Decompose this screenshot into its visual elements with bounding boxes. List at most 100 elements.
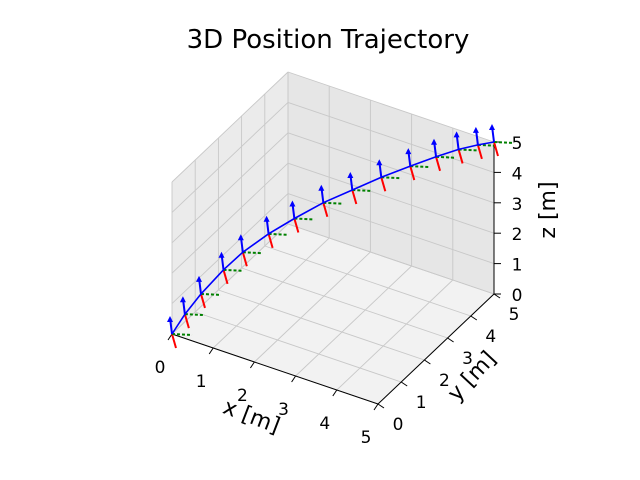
z-tick-label: 1 xyxy=(512,256,523,276)
grid-line xyxy=(171,223,289,335)
y-tick-label: 1 xyxy=(416,393,427,413)
z-tick-label: 5 xyxy=(512,134,523,154)
y-tick xyxy=(400,381,408,387)
frame-y-arrow xyxy=(242,251,263,255)
frame-x-arrow xyxy=(493,141,499,157)
grid-line xyxy=(171,193,289,304)
frame-y-arrow xyxy=(410,165,431,169)
y-tick xyxy=(493,293,501,299)
frame-z-arrowhead xyxy=(347,172,354,178)
frame-z-arrowhead xyxy=(318,184,325,191)
axis-edges xyxy=(171,142,495,405)
frame-z-arrowhead xyxy=(218,251,225,258)
frame-y-arrow xyxy=(171,333,193,336)
x-tick-label: 4 xyxy=(319,414,330,434)
grid-line xyxy=(287,162,495,234)
y-tick-label: 0 xyxy=(393,415,404,435)
chart-title: 3D Position Trajectory xyxy=(187,25,470,55)
x-tick-label: 1 xyxy=(196,372,207,392)
grid-line xyxy=(171,132,289,244)
y-tick-label: 3 xyxy=(462,349,473,369)
y-tick xyxy=(447,337,454,343)
frame-x-arrow xyxy=(476,144,483,160)
x-tick xyxy=(208,347,214,355)
grid-line xyxy=(171,162,289,274)
frame-z-arrowhead xyxy=(179,296,186,303)
orientation-frames xyxy=(167,124,515,349)
frame-x-arrow xyxy=(435,156,442,172)
y-axis-line xyxy=(377,293,495,405)
axis-panes xyxy=(172,72,494,404)
frame-x-arrow xyxy=(183,313,190,329)
frame-y-arrow xyxy=(458,148,479,152)
grid-line xyxy=(287,193,495,265)
frame-y-arrow xyxy=(435,155,457,159)
grid-line xyxy=(287,71,495,143)
frame-z-arrowhead xyxy=(405,148,412,155)
y-tick-label: 5 xyxy=(509,305,520,325)
frame-x-arrow xyxy=(351,189,358,205)
x-tick xyxy=(373,403,379,411)
grid-line xyxy=(171,71,289,183)
x-axis-label: x [m] xyxy=(219,395,283,439)
left-wall-pane xyxy=(172,72,288,334)
frame-z-arrowhead xyxy=(453,131,460,138)
grid-line xyxy=(254,251,371,363)
grid-line xyxy=(336,279,454,391)
frame-y-arrow xyxy=(323,201,344,205)
grid-line xyxy=(287,132,495,204)
frame-y-arrow xyxy=(381,176,402,180)
z-tick-label: 4 xyxy=(512,164,523,184)
grid-line xyxy=(264,245,471,317)
frame-y-arrow xyxy=(223,268,244,272)
frame-x-arrow xyxy=(171,333,177,349)
y-tick-label: 2 xyxy=(439,371,450,391)
x-tick xyxy=(249,361,255,369)
frame-z-arrowhead xyxy=(196,275,202,282)
z-tick-label: 2 xyxy=(512,225,523,245)
x-tick xyxy=(291,375,297,383)
frame-y-arrow xyxy=(294,217,315,221)
x-tick-label: 2 xyxy=(237,386,248,406)
y-tick xyxy=(377,403,385,409)
z-tick-label: 0 xyxy=(512,286,523,306)
grid-line xyxy=(195,311,402,383)
grid-line xyxy=(171,102,289,213)
trajectory-line xyxy=(171,141,495,335)
grid-line xyxy=(218,289,425,361)
frame-x-arrow xyxy=(293,218,300,233)
y-tick xyxy=(424,359,431,365)
grid-line xyxy=(287,101,495,173)
frame-y-arrow xyxy=(200,292,222,296)
frame-x-arrow xyxy=(457,149,464,164)
grid-line xyxy=(287,223,495,295)
frame-x-arrow xyxy=(409,165,416,181)
frame-x-arrow xyxy=(322,202,329,217)
grid-line xyxy=(212,237,330,349)
x-tick-label: 3 xyxy=(278,400,289,420)
frame-z-arrowhead xyxy=(289,200,296,207)
floor-pane xyxy=(172,224,494,404)
frame-y-arrow xyxy=(493,141,515,144)
x-axis-line xyxy=(171,333,379,405)
frame-x-arrow xyxy=(222,269,229,285)
frame-z-arrowhead xyxy=(489,124,495,130)
x-tick xyxy=(332,389,338,397)
frame-y-arrow xyxy=(352,189,373,192)
frame-z-arrowhead xyxy=(167,316,173,322)
frame-z-arrowhead xyxy=(237,234,244,241)
frame-z-arrowhead xyxy=(263,215,270,222)
x-tick-label: 0 xyxy=(155,358,166,378)
x-tick-label: 5 xyxy=(361,428,372,448)
y-tick-label: 4 xyxy=(485,327,496,347)
frame-z-arrowhead xyxy=(472,126,479,133)
frame-y-arrow xyxy=(268,232,289,236)
z-axis-label: z [m] xyxy=(536,181,561,238)
frame-x-arrow xyxy=(267,233,274,249)
frame-x-arrow xyxy=(380,177,387,192)
z-tick-label: 3 xyxy=(512,195,523,215)
trajectory-series xyxy=(171,141,495,335)
frame-y-arrow xyxy=(184,313,205,317)
